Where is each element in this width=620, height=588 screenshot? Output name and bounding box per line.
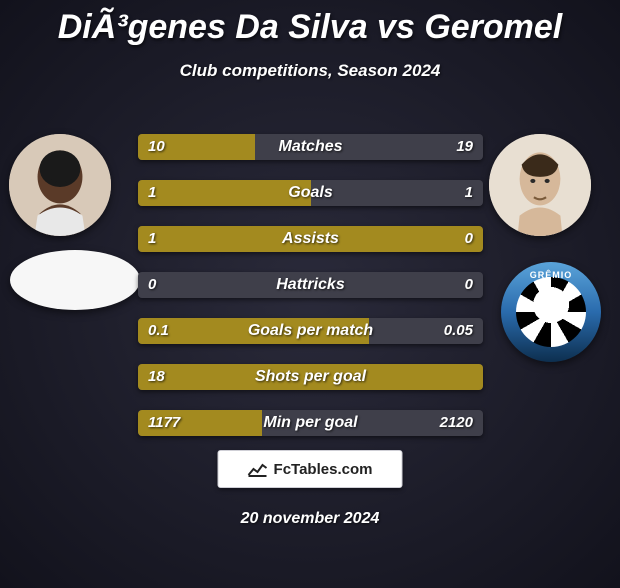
bar-value-left: 0.1 <box>148 318 169 344</box>
bar-row: Min per goal1177 2120 <box>138 410 483 436</box>
footer-brand-badge: FcTables.com <box>218 450 403 488</box>
bar-value-left: 1 <box>148 180 156 206</box>
bar-label: Assists <box>138 226 483 252</box>
player-left-photo <box>9 134 111 236</box>
bar-row: Matches10 19 <box>138 134 483 160</box>
bar-value-right: 1 <box>465 180 473 206</box>
bar-value-right: 2120 <box>440 410 473 436</box>
bar-label: Min per goal <box>138 410 483 436</box>
footer-date: 20 november 2024 <box>0 510 620 528</box>
fctables-logo-icon <box>248 461 268 477</box>
comparison-bars: Matches1019Goals11Assists10Hattricks00Go… <box>138 134 483 456</box>
bar-value-right: 0 <box>465 272 473 298</box>
page-title: DiÃ³genes Da Silva vs Geromel <box>0 8 620 47</box>
bar-row: Goals1 1 <box>138 180 483 206</box>
bar-value-right: 19 <box>456 134 473 160</box>
bar-row: Shots per goal18 <box>138 364 483 390</box>
footer-brand-text: FcTables.com <box>274 461 373 478</box>
page-subtitle: Club competitions, Season 2024 <box>0 61 620 81</box>
bar-label: Goals per match <box>138 318 483 344</box>
club-right-name: GRÊMIO <box>530 270 573 280</box>
player-left-silhouette-icon <box>9 134 111 236</box>
bar-label: Matches <box>138 134 483 160</box>
bar-value-left: 10 <box>148 134 165 160</box>
bar-value-left: 1177 <box>148 410 180 436</box>
club-right-inner-icon <box>516 277 586 347</box>
bar-row: Goals per match0.1 0.05 <box>138 318 483 344</box>
bar-value-right: 0.05 <box>444 318 473 344</box>
bar-value-right: 0 <box>465 226 473 252</box>
club-right-logo: GRÊMIO <box>501 262 601 362</box>
player-right-silhouette-icon <box>489 134 591 236</box>
bar-row: Hattricks0 0 <box>138 272 483 298</box>
bar-value-left: 18 <box>148 364 165 390</box>
bar-label: Shots per goal <box>138 364 483 390</box>
bar-label: Goals <box>138 180 483 206</box>
bar-label: Hattricks <box>138 272 483 298</box>
bar-value-left: 0 <box>148 272 156 298</box>
bar-row: Assists1 0 <box>138 226 483 252</box>
player-right-photo <box>489 134 591 236</box>
bar-value-left: 1 <box>148 226 156 252</box>
club-left-logo <box>10 250 140 310</box>
